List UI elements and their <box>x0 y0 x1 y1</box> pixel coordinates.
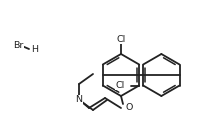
Text: Br: Br <box>13 41 23 50</box>
Text: Cl: Cl <box>116 81 125 90</box>
Text: H: H <box>31 45 38 54</box>
Text: N: N <box>76 96 83 105</box>
Text: Cl: Cl <box>116 35 126 44</box>
Text: O: O <box>126 104 133 113</box>
